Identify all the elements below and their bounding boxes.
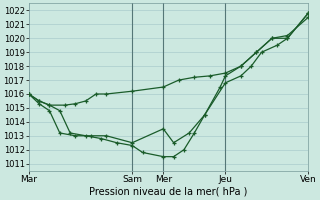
X-axis label: Pression niveau de la mer( hPa ): Pression niveau de la mer( hPa ) [89, 187, 248, 197]
